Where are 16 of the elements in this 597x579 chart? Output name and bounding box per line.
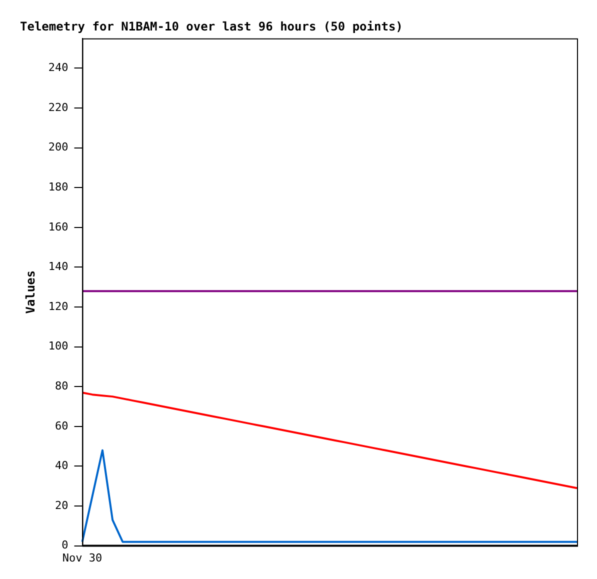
- y-tick-label: 20: [55, 498, 68, 512]
- chart-title: Telemetry for N1BAM-10 over last 96 hours (50 points): [20, 19, 403, 34]
- y-tick-label: 160: [48, 220, 68, 234]
- y-tick-label: 200: [48, 140, 68, 154]
- y-tick-label: 40: [55, 459, 68, 472]
- y-tick-label: 240: [48, 61, 68, 74]
- y-tick-label: 180: [48, 180, 68, 194]
- x-tick-label: Nov 30: [62, 551, 102, 564]
- y-tick-label: 220: [48, 100, 68, 114]
- y-axis-title: Values: [23, 270, 38, 314]
- y-tick-label: 120: [48, 300, 68, 313]
- y-tick-label: 0: [62, 538, 68, 552]
- y-tick-label: 80: [55, 379, 68, 392]
- y-tick-label: 60: [55, 419, 68, 432]
- y-tick-label: 100: [48, 340, 68, 353]
- y-tick-label: 140: [48, 260, 68, 274]
